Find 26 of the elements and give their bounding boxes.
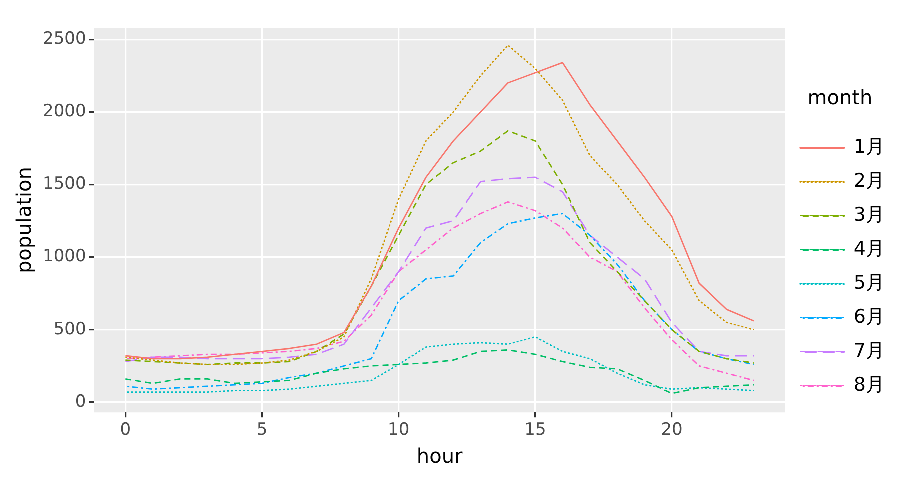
line-series	[124, 176, 755, 363]
x-tick-label: 5	[256, 420, 268, 440]
y-tick-label: 0	[75, 392, 86, 412]
legend-label: 4月	[854, 238, 886, 260]
x-axis-title: hour	[416, 444, 464, 468]
legend-label: 6月	[854, 306, 886, 328]
y-axis-title: population	[12, 167, 36, 274]
x-tick-label: 15	[524, 420, 546, 440]
line-series	[124, 336, 755, 393]
y-tick-label: 500	[54, 319, 86, 340]
y-tick-label: 1000	[43, 246, 86, 267]
line-series	[124, 349, 755, 394]
legend-label: 3月	[854, 204, 886, 226]
legend-label: 8月	[854, 374, 886, 396]
legend-label: 7月	[854, 340, 886, 362]
y-tick-label: 1500	[43, 174, 86, 194]
x-tick-label: 0	[120, 420, 132, 440]
legend-label: 5月	[854, 272, 886, 294]
y-tick-label: 2500	[43, 29, 86, 50]
legend-title: month	[808, 86, 873, 110]
legend-label: 2月	[854, 170, 886, 192]
line-series	[124, 130, 755, 366]
y-tick-label: 2000	[43, 102, 86, 122]
x-tick-label: 20	[661, 420, 683, 440]
x-tick-label: 10	[388, 420, 410, 440]
legend-label: 1月	[854, 136, 886, 158]
